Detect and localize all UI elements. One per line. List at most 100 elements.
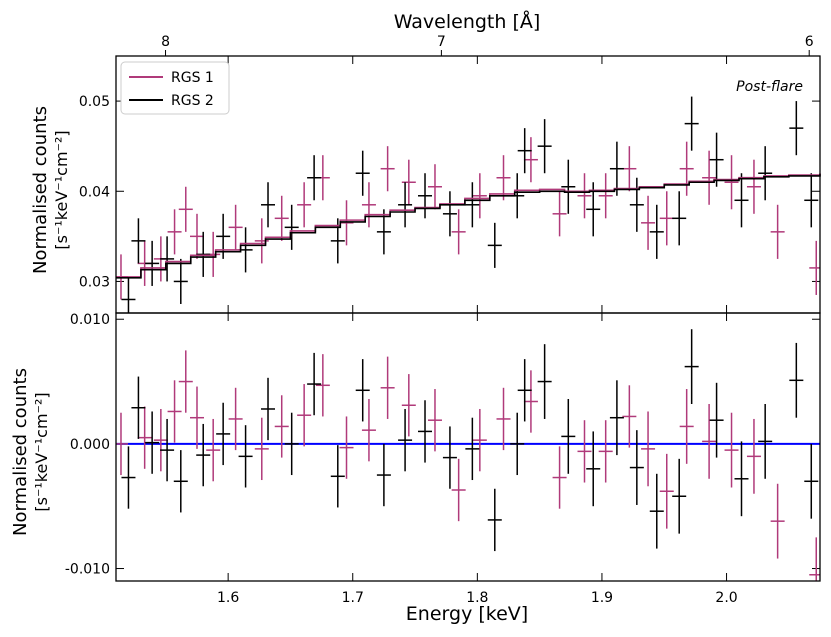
top-rgs-1-point: [702, 150, 717, 205]
legend-rgs1-label: RGS 1: [171, 70, 214, 86]
bottom-rgs-2-point: [629, 430, 644, 505]
bottom-rgs-2-point: [261, 377, 276, 441]
wavelength-tick-label: 8: [161, 34, 170, 50]
bottom-rgs-2-point: [510, 412, 525, 476]
top-rgs-1-point: [339, 200, 354, 246]
top-rgs-1-point: [770, 204, 785, 259]
post-flare-annotation: Post-flare: [736, 79, 803, 95]
top-rgs-2-point: [561, 159, 576, 214]
top-rgs-2-point: [709, 132, 724, 187]
bottom-ytick-label: 0.000: [70, 437, 110, 453]
bottom-rgs-2-point: [649, 473, 664, 549]
top-rgs-2-point: [672, 191, 687, 246]
legend: RGS 1 RGS 2: [120, 61, 230, 115]
top-rgs-1-point: [427, 164, 442, 210]
top-rgs-1-point: [523, 137, 538, 183]
top-rgs-1-point: [401, 159, 416, 205]
top-rgs-2-point: [355, 150, 370, 196]
bottom-rgs-2-point: [330, 445, 345, 508]
bottom-rgs-1-point: [315, 354, 330, 417]
top-rgs-2-point: [734, 173, 749, 228]
bottom-rgs-1-point: [137, 406, 152, 469]
top-rgs-1-point: [228, 204, 243, 250]
bottom-rgs-1-point: [679, 389, 694, 464]
bottom-rgs-1-point: [472, 408, 487, 472]
bottom-rgs-1-point: [598, 420, 613, 483]
bottom-rgs-2-point: [145, 411, 160, 474]
bottom-rgs-2-point: [465, 417, 480, 481]
bottom-rgs-2-point: [561, 399, 576, 474]
top-rgs-2-point: [684, 96, 699, 151]
bottom-rgs-2-point: [586, 431, 601, 507]
top-ytick-label: 0.03: [79, 274, 110, 290]
bottom-rgs-2-point: [284, 412, 299, 476]
bottom-rgs-2-point: [517, 359, 532, 422]
top-rgs-2-point: [145, 240, 160, 286]
bottom-rgs-2-point: [173, 450, 188, 513]
bottom-rgs-1-point: [178, 350, 193, 413]
top-rgs-2-point: [442, 191, 457, 237]
top-rgs-1-point: [451, 209, 466, 255]
bottom-ylabel-line1: Normalised counts: [10, 368, 31, 536]
bottom-rgs-1-point: [770, 483, 785, 559]
top-rgs-2-point: [284, 204, 299, 250]
top-rgs-1-point: [622, 146, 637, 192]
bottom-rgs-2-point: [789, 342, 804, 418]
top-rgs-2-point: [418, 173, 433, 219]
legend-rgs2-label: RGS 2: [171, 93, 214, 109]
xtick-label: 1.6: [217, 590, 239, 606]
bottom-rgs-1-point: [274, 395, 289, 458]
top-rgs-1-point: [496, 155, 511, 201]
top-rgs-1-point: [679, 141, 694, 196]
top-rgs-2-point: [629, 177, 644, 232]
top-rgs-2-point: [160, 236, 175, 282]
bottom-rgs-2-point: [216, 402, 231, 466]
bottom-rgs-1-point: [116, 412, 128, 476]
bottom-rgs-1-point: [427, 389, 442, 452]
bottom-rgs-1-point: [496, 387, 511, 451]
bottom-rgs-1-point: [254, 417, 269, 481]
bottom-rgs-1-point: [167, 380, 182, 443]
bottom-rgs-1-point: [401, 374, 416, 437]
bottom-frame: [115, 312, 821, 582]
bottom-rgs-2-point: [376, 443, 391, 507]
energy-axis-label: Energy [keV]: [406, 603, 528, 625]
top-rgs-1-point: [189, 213, 204, 259]
top-rgs-1-point: [724, 155, 739, 210]
bottom-rgs-1-point: [228, 387, 243, 451]
top-panel: 0.03 0.04 0.05 8 7 6: [79, 34, 821, 314]
top-rgs-1-point: [297, 182, 312, 228]
top-rgs-2-point: [758, 146, 773, 201]
bottom-rgs-2-point: [131, 376, 146, 439]
top-rgs-2-point: [537, 119, 552, 174]
top-rgs-2-point: [804, 173, 819, 228]
top-rgs-1-point: [577, 173, 592, 219]
top-rgs-2-point: [173, 258, 188, 304]
bottom-rgs-1-point: [809, 537, 820, 581]
bottom-rgs-1-point: [659, 453, 674, 529]
bottom-rgs-1-point: [523, 370, 538, 433]
xtick-label: 1.9: [591, 590, 613, 606]
top-rgs-2-point: [398, 182, 413, 228]
xtick-label: 1.8: [466, 590, 488, 606]
bottom-rgs-1-point: [153, 408, 168, 472]
top-rgs-1-point: [598, 173, 613, 219]
top-rgs-2-point: [131, 218, 146, 264]
bottom-rgs-2-point: [418, 400, 433, 463]
top-rgs-2-point: [196, 231, 211, 277]
top-rgs-1-point: [380, 146, 395, 192]
bottom-rgs-1-point: [641, 411, 656, 487]
xtick-label: 2.0: [715, 590, 737, 606]
top-rgs-2-point: [465, 182, 480, 228]
xtick-label: 1.7: [342, 590, 364, 606]
top-rgs-2-point: [517, 128, 532, 174]
bottom-rgs-2-point: [609, 380, 624, 456]
top-rgs-1-point: [552, 191, 567, 237]
bottom-rgs-1-point: [297, 384, 312, 447]
wavelength-axis-label: Wavelength [Å]: [394, 10, 541, 33]
bottom-rgs-2-point: [307, 352, 322, 416]
bottom-rgs-2-point: [684, 329, 699, 404]
top-rgs-1-point: [254, 218, 269, 264]
top-rgs-1-point: [746, 159, 761, 214]
bottom-rgs-2-point: [758, 403, 773, 479]
